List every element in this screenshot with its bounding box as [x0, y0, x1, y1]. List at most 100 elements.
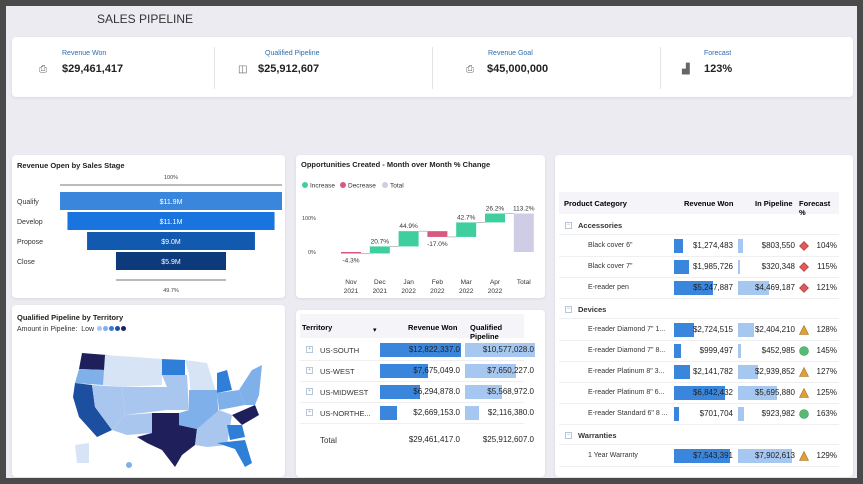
table-row[interactable]: + US-MIDWEST $6,294,878.0 $5,568,972.0	[300, 382, 534, 403]
table-row[interactable]: + US-NORTHE... $2,669,153.0 $2,116,380.0	[300, 403, 534, 424]
table-row[interactable]: E-reader Diamond 7" 1... $2,724,515 $2,404…	[559, 320, 839, 341]
group-row[interactable]: − Accessories	[559, 215, 839, 235]
state-mi[interactable]	[217, 370, 232, 393]
col-revenue-won[interactable]: Revenue Won	[408, 323, 458, 332]
expand-icon[interactable]: +	[306, 367, 313, 374]
table-row[interactable]: Black cover 6" $1,274,483 $803,550 104%	[559, 236, 839, 257]
pipeline-bar	[465, 385, 502, 399]
waterfall-bar[interactable]	[369, 246, 390, 254]
col-revenue-won[interactable]: Revenue Won	[684, 199, 734, 208]
collapse-icon[interactable]: −	[565, 306, 572, 313]
sort-desc-icon[interactable]: ▾	[373, 327, 377, 334]
table-row[interactable]: E-reader Platinum 8" 6... $6,842,432 $5,69…	[559, 383, 839, 404]
pipeline-bar	[738, 449, 792, 463]
product-name: Black cover 7"	[588, 263, 633, 270]
expand-icon[interactable]: +	[306, 388, 313, 395]
waterfall-bar[interactable]	[398, 231, 419, 247]
revenue-won: $5,247,887	[692, 283, 733, 292]
funnel-bar[interactable]	[115, 252, 227, 270]
collapse-icon[interactable]: −	[565, 432, 572, 439]
col-in-pipeline[interactable]: In Pipeline	[755, 199, 793, 208]
revenue-won: $2,669,153.0	[413, 408, 460, 417]
state-fl[interactable]	[217, 440, 252, 467]
table-row[interactable]: + US-SOUTH $12,822,337.0 $10,577,028.0	[300, 340, 535, 361]
col-qualified-pipeline[interactable]: Qualified Pipeline	[470, 323, 503, 341]
data-label: 44.9%	[399, 223, 418, 230]
product-name: E-reader Diamond 7" 1...	[588, 326, 666, 333]
waterfall-bar[interactable]	[513, 213, 534, 252]
waterfall-bar[interactable]	[485, 213, 505, 223]
table-row[interactable]: E-reader Platinum 8" 3... $2,141,782 $2,93…	[559, 362, 839, 383]
col-territory[interactable]: Territory	[302, 323, 333, 332]
x-tick: Total	[517, 279, 531, 286]
state-oh-in[interactable]	[217, 390, 245, 410]
group-row[interactable]: − Devices	[559, 299, 839, 319]
state-nm[interactable]	[112, 413, 152, 435]
state-hi[interactable]	[126, 462, 132, 468]
x-tick: 2022	[459, 288, 474, 295]
revenue-bar	[674, 344, 682, 358]
bottom-label: 49.7%	[163, 288, 179, 294]
collapse-icon[interactable]: −	[565, 222, 572, 229]
state-mt-id-wy[interactable]	[103, 355, 162, 387]
state-northeast[interactable]	[239, 365, 262, 405]
revenue-bar	[674, 239, 684, 253]
table-row[interactable]: E-reader Standard 6" 8 ... $701,704 $923,9…	[559, 404, 839, 425]
status-diamond-icon	[799, 283, 809, 295]
chart-title: Revenue Open by Sales Stage	[17, 161, 125, 170]
col-forecast[interactable]: Forecast %	[799, 199, 831, 217]
status-triangle-icon	[799, 324, 809, 337]
table-row[interactable]: E-reader Diamond 7" 8... $999,497 $452,985…	[559, 341, 839, 362]
qualified-pipeline: $7,650,227.0	[487, 366, 534, 375]
legend-dot	[97, 326, 103, 331]
total-row: Total $29,461,417.0 $25,912,607.0	[300, 428, 534, 448]
funnel-bar[interactable]	[60, 192, 282, 210]
state-ca[interactable]	[73, 383, 112, 437]
product-table: Product Category Revenue Won In Pipeline…	[555, 155, 853, 477]
kpi-forecast: ▟ Forecast 123%	[662, 37, 857, 97]
revenue-bar	[674, 323, 695, 337]
state-ut-co[interactable]	[122, 387, 167, 415]
group-row[interactable]: − Warranties	[559, 425, 839, 445]
waterfall-bar[interactable]	[456, 222, 477, 237]
legend-marker	[302, 182, 308, 188]
waterfall-bar[interactable]	[427, 231, 448, 237]
state-nc[interactable]	[232, 405, 259, 425]
funnel-bar[interactable]	[67, 212, 275, 230]
funnel-card: Revenue Open by Sales Stage 100% $11.9M Qu…	[12, 155, 285, 298]
state-south[interactable]	[195, 410, 232, 447]
funnel-bar[interactable]	[87, 232, 255, 250]
status-circle-icon	[799, 409, 809, 421]
legend-dot	[115, 326, 121, 331]
waterfall-bar[interactable]	[341, 252, 361, 254]
legend-marker	[340, 182, 346, 188]
state-ga[interactable]	[227, 425, 245, 440]
state-wa[interactable]	[79, 353, 107, 370]
product-name: E-reader pen	[588, 284, 629, 291]
table-row[interactable]: 1 Year Warranty $7,543,391 $7,902,613 129%	[559, 446, 839, 467]
table-row[interactable]: E-reader pen $5,247,887 $4,469,187 121%	[559, 278, 839, 299]
expand-icon[interactable]: +	[306, 346, 313, 353]
col-product-category[interactable]: Product Category	[564, 199, 627, 208]
table-row[interactable]: Black cover 7" $1,985,726 $320,348 115%	[559, 257, 839, 278]
state-or[interactable]	[75, 369, 105, 385]
page-title: SALES PIPELINE	[97, 12, 194, 26]
territory-name: US-SOUTH	[320, 346, 360, 355]
data-label: 42.7%	[457, 214, 476, 221]
state-nv-az[interactable]	[92, 385, 125, 430]
x-tick: 2022	[488, 288, 503, 295]
legend-label: Increase	[310, 183, 335, 190]
map-title: Qualified Pipeline by Territory	[17, 313, 124, 322]
state-ak[interactable]	[75, 443, 89, 463]
expand-icon[interactable]: +	[306, 409, 313, 416]
revenue-won: $2,724,515	[692, 325, 733, 334]
state-tx[interactable]	[137, 413, 197, 467]
status-triangle-icon	[799, 366, 809, 379]
revenue-bar	[380, 364, 429, 378]
us-map[interactable]	[67, 345, 262, 470]
state-plains[interactable]	[162, 375, 189, 410]
table-row[interactable]: + US-WEST $7,675,049.0 $7,650,227.0	[300, 361, 534, 382]
revenue-bar	[380, 343, 461, 357]
state-nd[interactable]	[162, 359, 185, 375]
product-name: 1 Year Warranty	[588, 452, 638, 459]
